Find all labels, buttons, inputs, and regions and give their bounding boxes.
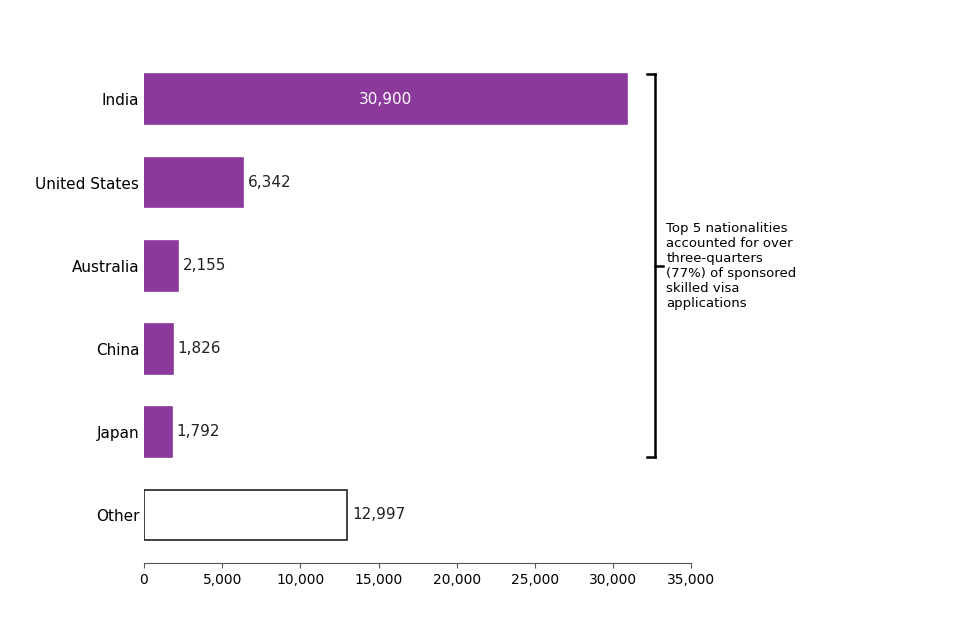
Text: 30,900: 30,900 <box>359 92 412 107</box>
Bar <box>144 74 627 124</box>
Bar <box>144 241 178 291</box>
Bar <box>144 407 172 457</box>
Bar <box>144 157 243 207</box>
Bar <box>144 324 173 374</box>
Text: 2,155: 2,155 <box>182 258 226 273</box>
Bar <box>144 490 348 540</box>
Text: 1,792: 1,792 <box>177 424 220 440</box>
Text: 6,342: 6,342 <box>248 175 292 190</box>
Text: 12,997: 12,997 <box>352 508 405 522</box>
Text: 1,826: 1,826 <box>178 341 221 356</box>
Text: Top 5 nationalities
accounted for over
three-quarters
(77%) of sponsored
skilled: Top 5 nationalities accounted for over t… <box>666 221 797 310</box>
